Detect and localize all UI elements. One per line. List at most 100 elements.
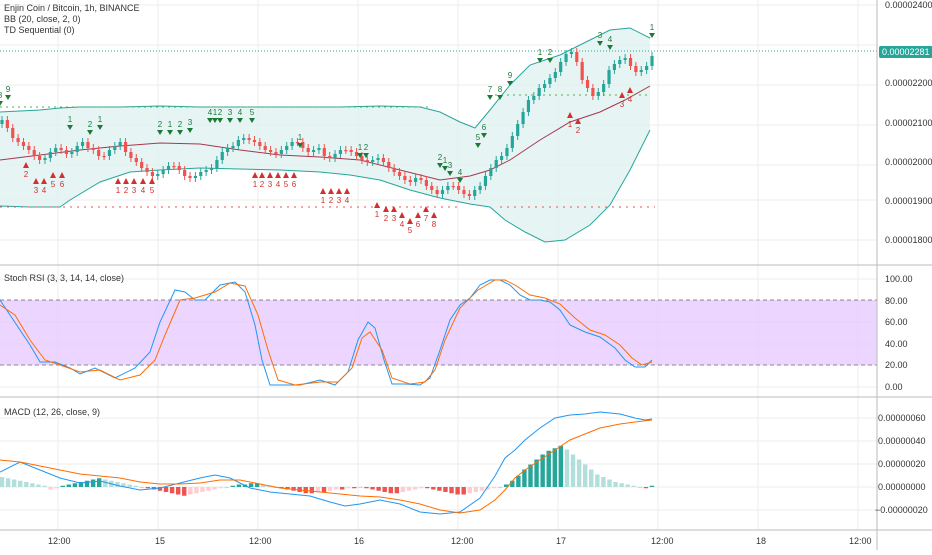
td-sell-arrow [457, 178, 463, 183]
td-sell-arrow [217, 118, 223, 123]
macd-histogram-bar [30, 483, 35, 487]
macd-histogram-bar [309, 487, 315, 494]
candle-body [516, 124, 520, 136]
macd-histogram-bar [236, 484, 242, 487]
stoch-k-line [0, 279, 653, 386]
macd-histogram-bar [589, 469, 594, 487]
td-count-label: 2 [24, 170, 29, 179]
macd-histogram-bar [437, 487, 442, 491]
price-tick: 0.00001800 [885, 235, 932, 245]
candle-body [54, 148, 58, 152]
stoch-tick: 80.00 [885, 296, 908, 306]
macd-histogram-bar [24, 482, 29, 487]
candle-body [328, 156, 332, 158]
candle-body [0, 120, 4, 124]
candle-body [403, 176, 407, 180]
macd-histogram-bar [400, 487, 406, 492]
td-buy-arrow [23, 162, 29, 168]
macd-pane[interactable] [0, 411, 655, 515]
candle-body [634, 66, 638, 72]
macd-histogram-bar [522, 469, 527, 487]
candle-body [247, 138, 251, 140]
stoch-tick: 100.00 [885, 274, 913, 284]
macd-histogram-bar [0, 477, 5, 487]
td-sell-arrow [597, 41, 603, 46]
td-buy-arrow [344, 188, 350, 194]
stoch-rsi-pane[interactable] [0, 279, 877, 386]
td-count-label: 3 [34, 186, 39, 195]
td-count-label: 1 [213, 108, 218, 117]
candle-body [596, 92, 600, 96]
candle-body [86, 142, 90, 148]
td-sell-arrow [207, 118, 213, 123]
candle-body [489, 168, 493, 176]
td-sell-arrow [249, 118, 255, 123]
macd-histogram-bar [145, 487, 150, 489]
td-buy-arrow [567, 112, 573, 118]
td-sell-arrow [497, 95, 503, 100]
candle-body [510, 136, 514, 148]
candle-body [387, 162, 391, 168]
candle-body [639, 70, 643, 72]
candle-body [462, 190, 466, 194]
td-count-label: 2 [548, 48, 553, 57]
macd-histogram-bar [376, 487, 381, 491]
candle-body [295, 142, 300, 144]
td-sell-arrow [507, 81, 513, 86]
candle-body [317, 148, 321, 150]
macd-histogram-bar [218, 487, 223, 489]
macd-histogram-bar [449, 487, 454, 494]
td-sell-arrow [87, 130, 93, 135]
td-count-label: 6 [60, 180, 65, 189]
td-buy-arrow [252, 172, 258, 178]
candle-body [397, 172, 402, 176]
td-count-label: 3 [268, 180, 273, 189]
candle-body [473, 190, 477, 196]
stoch-tick: 20.00 [885, 360, 908, 370]
td-buy-arrow [399, 212, 405, 218]
candle-body [483, 176, 488, 186]
stoch-d-line [0, 279, 653, 386]
macd-histogram-bar [127, 484, 132, 487]
td-count-label: 1 [253, 180, 258, 189]
candle-body [446, 186, 450, 190]
candle-body [140, 162, 144, 168]
macd-histogram-bar [72, 483, 78, 487]
macd-histogram-bar [406, 487, 412, 491]
time-label: 12:00 [249, 536, 272, 546]
td-count-label: 1 [568, 120, 573, 129]
time-label: 12:00 [451, 536, 474, 546]
macd-histogram-bar [443, 487, 448, 492]
td-count-label: 4 [458, 168, 463, 177]
macd-histogram-bar [394, 487, 400, 494]
macd-histogram-bar [607, 479, 612, 487]
td-buy-arrow [619, 92, 625, 98]
td-count-label: 1 [443, 156, 448, 165]
macd-histogram-bar [327, 487, 333, 491]
candle-body [274, 152, 278, 154]
candle-body [258, 142, 262, 146]
candle-body [107, 150, 112, 156]
macd-tick: 0.00000000 [878, 482, 926, 492]
td-buy-arrow [407, 218, 413, 224]
td-buy-arrow [431, 212, 437, 218]
candle-body [242, 138, 246, 140]
td-buy-arrow [267, 172, 273, 178]
macd-histogram-bar [121, 483, 126, 487]
td-count-label: 1 [298, 133, 303, 142]
td-buy-arrow [627, 87, 633, 93]
td-sell-arrow [547, 58, 553, 63]
macd-histogram-bar [510, 480, 515, 487]
candle-body [618, 60, 622, 64]
price-tick: 0.00002000 [885, 157, 932, 167]
candle-body [290, 142, 294, 146]
price-pane[interactable]: 9812121234123451121234567891234123456123… [0, 23, 877, 243]
candle-body [80, 142, 85, 146]
td-count-label: 5 [51, 180, 56, 189]
candle-body [424, 180, 428, 186]
td-buy-arrow [259, 172, 265, 178]
macd-histogram-bar [66, 484, 72, 487]
td-count-label: 2 [576, 126, 581, 135]
